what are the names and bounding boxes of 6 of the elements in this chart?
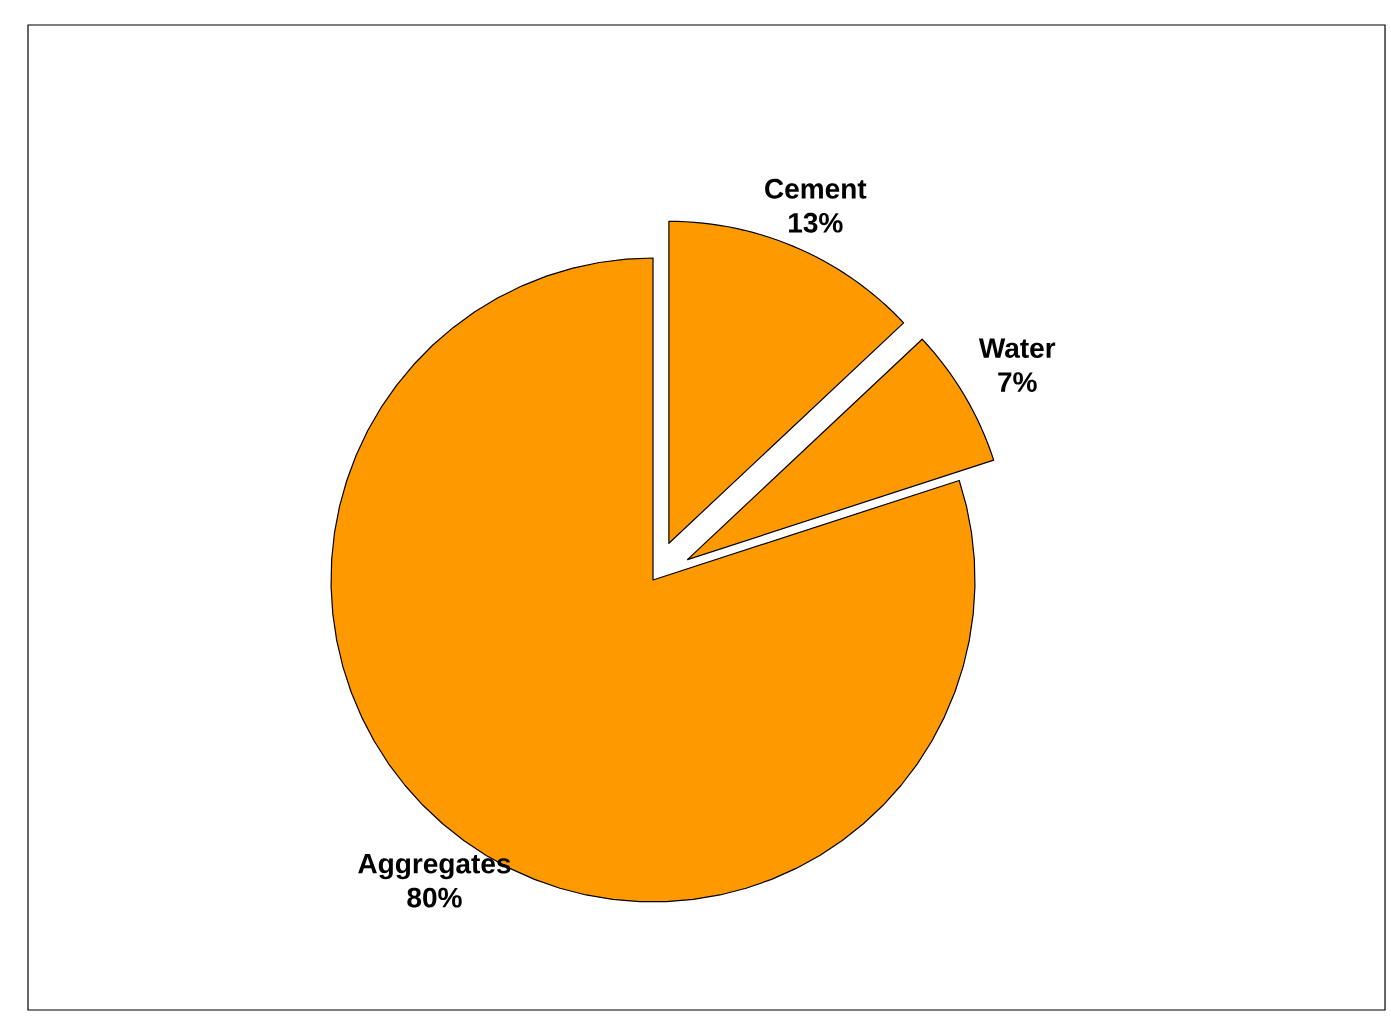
slice-label: Cement <box>765 178 867 199</box>
slice-label: Aggregates <box>358 854 511 880</box>
data-label: 13% <box>789 212 843 233</box>
data-label: 80% <box>407 887 462 908</box>
slice-label: Water <box>978 338 1056 358</box>
data-label: 7% <box>998 372 1037 392</box>
